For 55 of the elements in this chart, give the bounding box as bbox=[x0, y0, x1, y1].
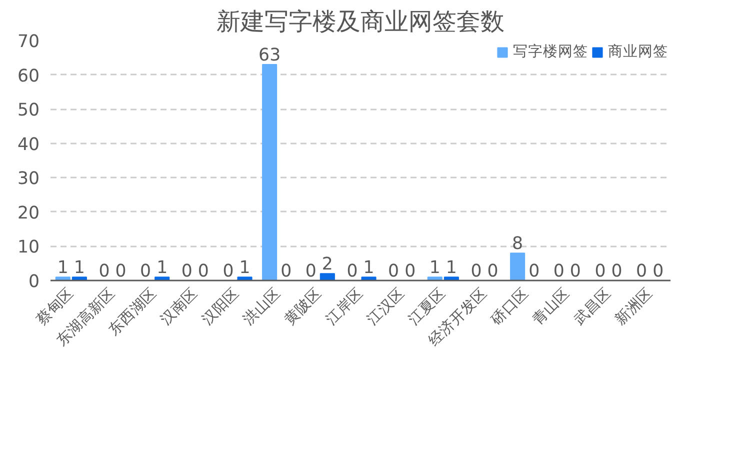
y-tick-label: 60 bbox=[17, 66, 40, 86]
data-label: 1 bbox=[57, 258, 68, 278]
data-label: 0 bbox=[470, 262, 482, 282]
x-tick-label: 青山区 bbox=[529, 284, 574, 328]
data-label: 0 bbox=[280, 262, 292, 282]
data-label: 0 bbox=[611, 262, 622, 282]
y-tick-label: 10 bbox=[17, 238, 40, 258]
y-tick-label: 70 bbox=[17, 32, 40, 52]
data-label: 0 bbox=[222, 262, 234, 282]
data-label: 1 bbox=[429, 258, 440, 278]
data-label: 0 bbox=[388, 262, 400, 282]
data-label: 0 bbox=[181, 262, 192, 282]
bar bbox=[510, 252, 526, 280]
data-label: 0 bbox=[570, 262, 581, 282]
bar bbox=[361, 276, 376, 280]
chart-title: 新建写字楼及商业网签套数 bbox=[216, 8, 504, 36]
data-label: 0 bbox=[140, 262, 152, 282]
data-label: 0 bbox=[98, 262, 110, 282]
data-label: 1 bbox=[446, 258, 457, 278]
bar bbox=[237, 276, 252, 280]
x-tick-label: 汉南区 bbox=[157, 284, 202, 328]
data-label: 0 bbox=[198, 262, 209, 282]
data-label: 1 bbox=[156, 258, 168, 278]
bar bbox=[262, 64, 278, 280]
x-tick-label: 黄陂区 bbox=[281, 284, 326, 328]
bar bbox=[320, 273, 335, 280]
data-label: 8 bbox=[512, 234, 524, 254]
y-tick-label: 30 bbox=[17, 169, 40, 190]
data-label: 1 bbox=[363, 258, 374, 278]
data-label: 0 bbox=[346, 262, 358, 282]
data-label: 2 bbox=[322, 254, 333, 275]
y-tick-label: 40 bbox=[17, 134, 40, 155]
bar bbox=[55, 276, 70, 280]
data-label: 0 bbox=[636, 262, 648, 282]
data-label: 0 bbox=[594, 262, 606, 282]
data-label: 0 bbox=[404, 262, 416, 282]
data-label: 0 bbox=[115, 262, 126, 282]
data-label: 0 bbox=[305, 262, 316, 282]
bar bbox=[154, 276, 170, 280]
data-label: 0 bbox=[652, 262, 664, 282]
y-tick-label: 20 bbox=[17, 203, 40, 224]
x-tick-label: 硚口区 bbox=[487, 284, 532, 330]
data-label: 63 bbox=[258, 46, 281, 66]
y-tick-label: 50 bbox=[17, 100, 40, 121]
bar bbox=[72, 276, 87, 280]
data-label: 0 bbox=[487, 262, 498, 282]
data-label: 0 bbox=[528, 262, 540, 282]
bar bbox=[427, 276, 442, 280]
y-tick-label: 0 bbox=[28, 272, 40, 292]
legend-label: 写字楼网签 bbox=[513, 42, 588, 61]
legend-label: 商业网签 bbox=[608, 42, 668, 61]
data-label: 0 bbox=[553, 262, 564, 282]
data-label: 1 bbox=[239, 258, 250, 278]
data-label: 1 bbox=[74, 258, 85, 278]
bar bbox=[444, 276, 459, 280]
